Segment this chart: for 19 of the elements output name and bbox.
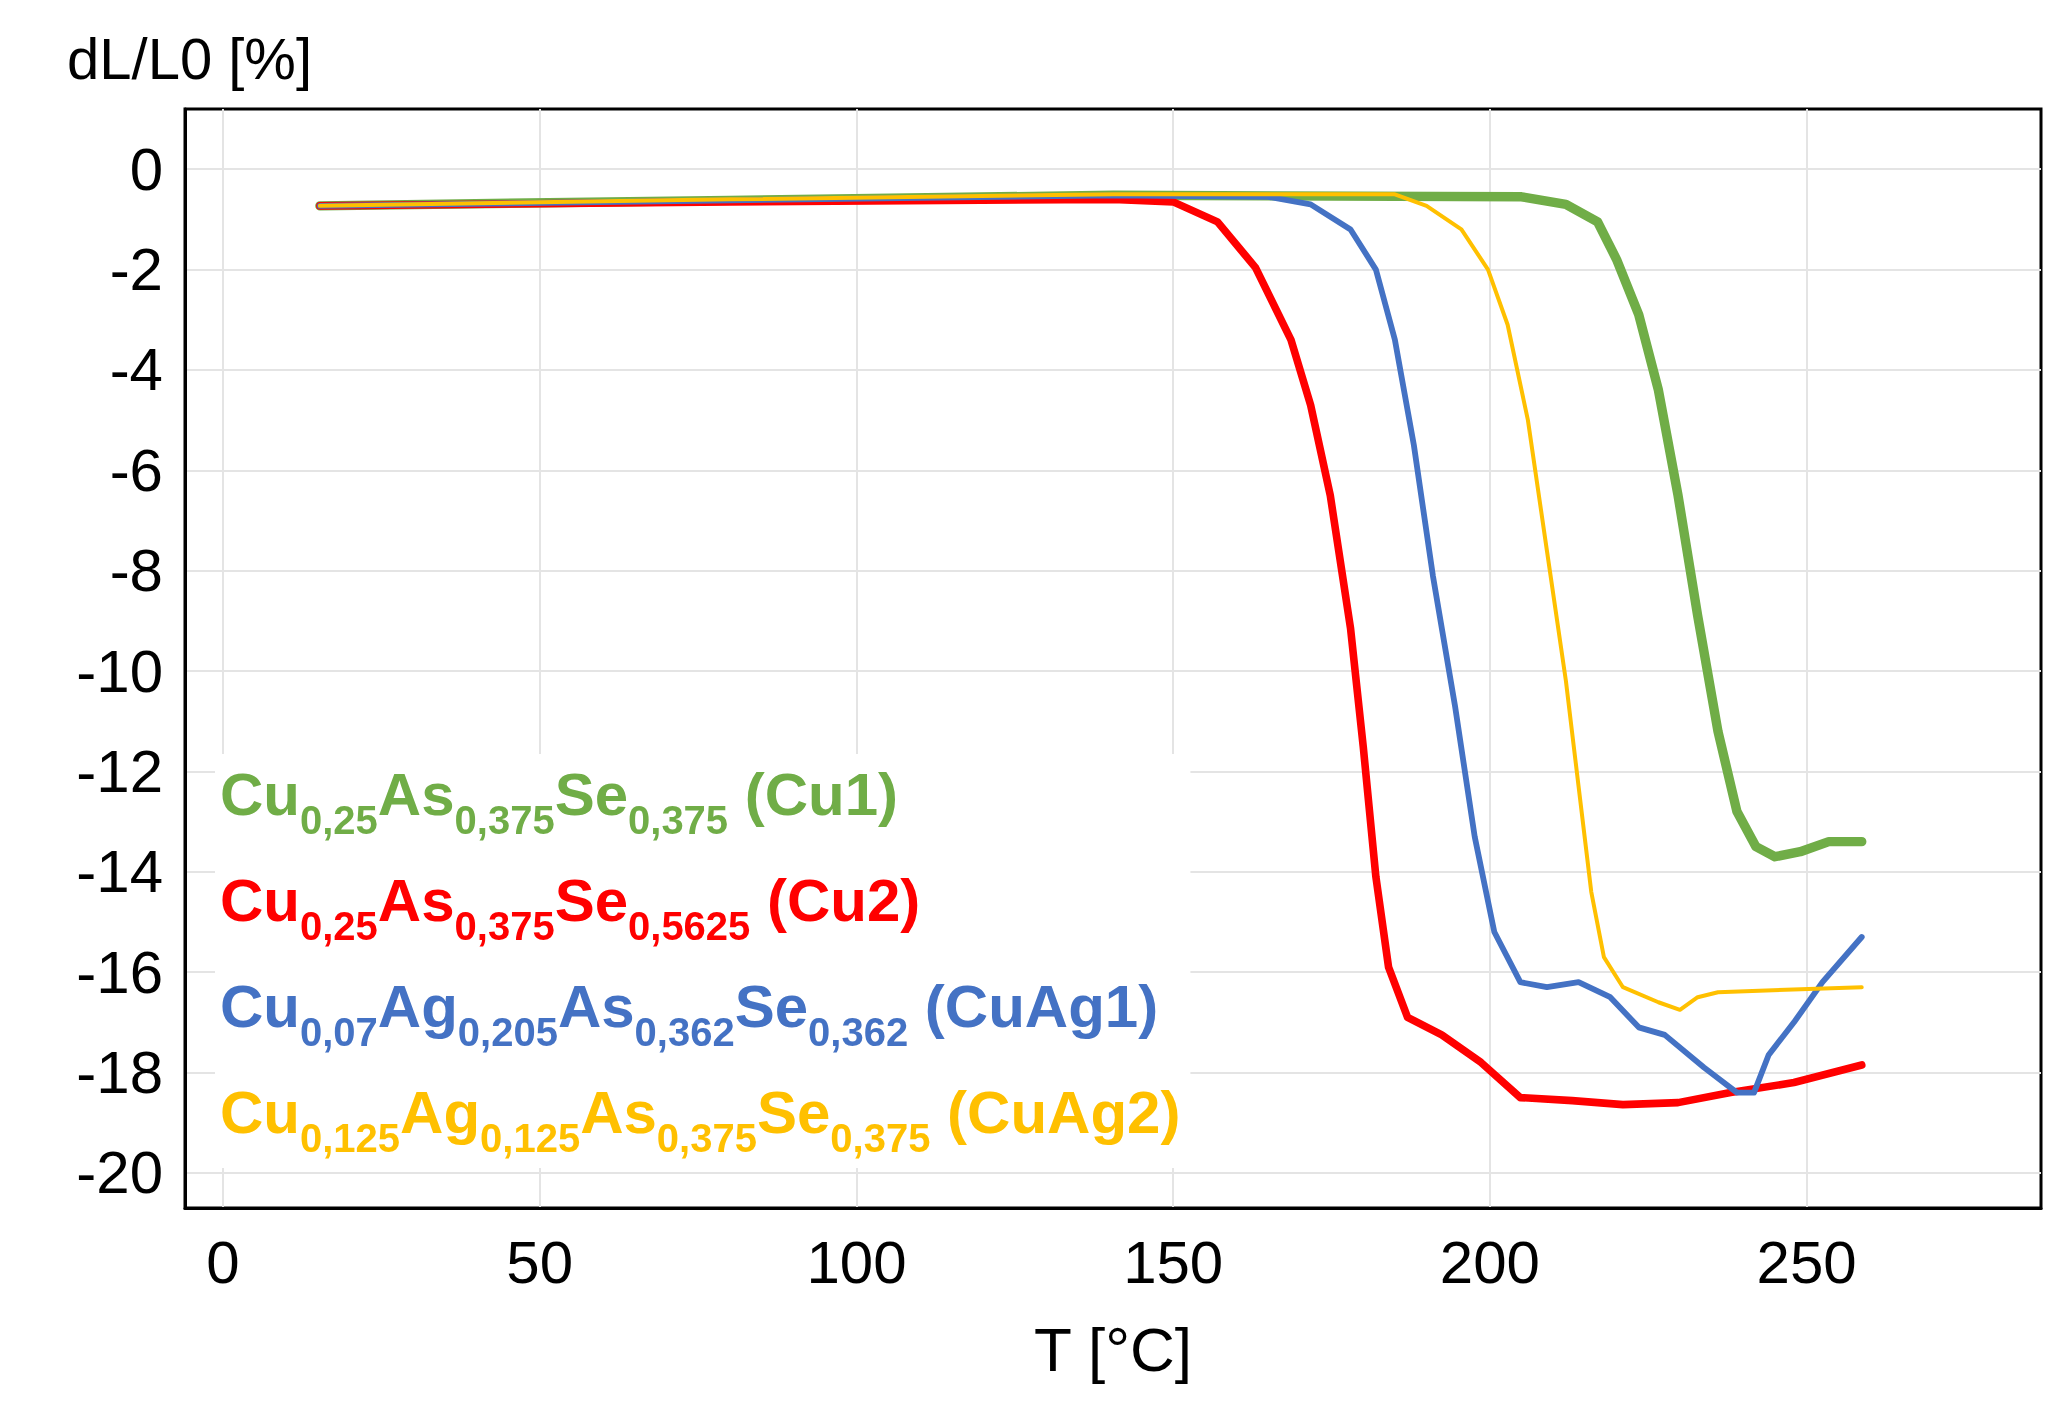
- y-tick-label: -6: [109, 436, 163, 504]
- y-tick-label: -12: [76, 737, 163, 805]
- x-tick-label: 100: [806, 1228, 907, 1296]
- y-tick-label: -2: [109, 236, 163, 304]
- y-tick-label: -4: [109, 336, 163, 404]
- y-tick-label: -16: [76, 938, 163, 1006]
- x-tick-label: 250: [1756, 1228, 1857, 1296]
- y-tick-label: 0: [129, 135, 163, 203]
- x-tick-label: 50: [506, 1228, 574, 1296]
- x-tick-label: 0: [206, 1228, 240, 1296]
- y-tick-label: -20: [76, 1139, 163, 1207]
- y-axis-title: dL/L0 [%]: [67, 25, 313, 91]
- y-tick-label: -18: [76, 1039, 163, 1107]
- y-tick-label: -8: [109, 537, 163, 605]
- y-tick-label: -10: [76, 637, 163, 705]
- x-tick-label: 150: [1123, 1228, 1224, 1296]
- y-tick-label: -14: [76, 838, 163, 906]
- x-tick-label: 200: [1439, 1228, 1540, 1296]
- x-axis-title: T [°C]: [1034, 1314, 1192, 1384]
